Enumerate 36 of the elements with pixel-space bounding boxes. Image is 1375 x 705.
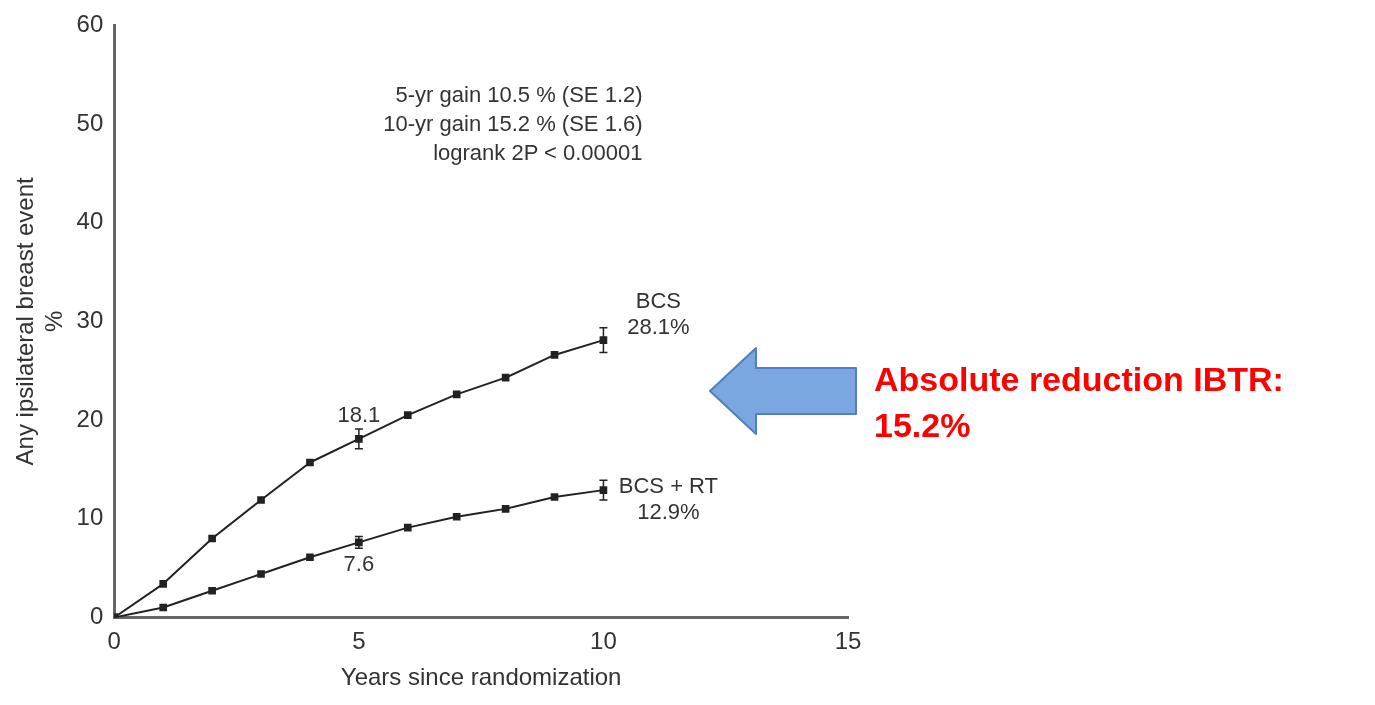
y-tick-label: 10 [76,503,104,531]
point [159,580,168,588]
point [208,534,216,543]
x-tick-label: 5 [352,627,366,655]
point [501,505,510,513]
y-tick-label: 50 [76,108,104,136]
x-axis-title: Years since randomization [340,663,622,691]
data-label: 12.9% [637,499,700,525]
point [452,390,461,399]
x-tick-label: 15 [834,627,862,655]
y-tick-label: 40 [76,207,104,235]
text: Absolute reduction IBTR: 15.2% [874,359,1284,446]
data-label: 28.1% [627,314,690,340]
point [452,512,461,521]
series-label: BCS [635,288,682,314]
point [208,586,216,595]
point [306,458,314,467]
point [159,603,168,612]
y-axis-title: Any ipsilateral breast event % [11,176,67,466]
y-tick-label: 0 [89,602,104,630]
series-label: BCS + RT [618,473,719,499]
point [257,496,265,504]
point [403,411,412,419]
y-tick-label: 60 [76,10,104,38]
point [550,493,559,501]
data-label: 7.6 [343,551,375,577]
point [257,570,265,578]
data-label: 18.1 [337,401,381,427]
annotation: 5-yr gain 10.5 % (SE 1.2) 10-yr gain 15.2 % (SE 1.6) logrank 2P < 0.00001 [383,81,643,165]
x-tick-label: 0 [107,627,121,655]
y-tick-label: 20 [76,404,104,432]
point [306,553,314,562]
point [403,523,412,532]
point [550,351,559,359]
x-tick-label: 10 [590,627,617,655]
y-tick-label: 30 [76,306,104,334]
